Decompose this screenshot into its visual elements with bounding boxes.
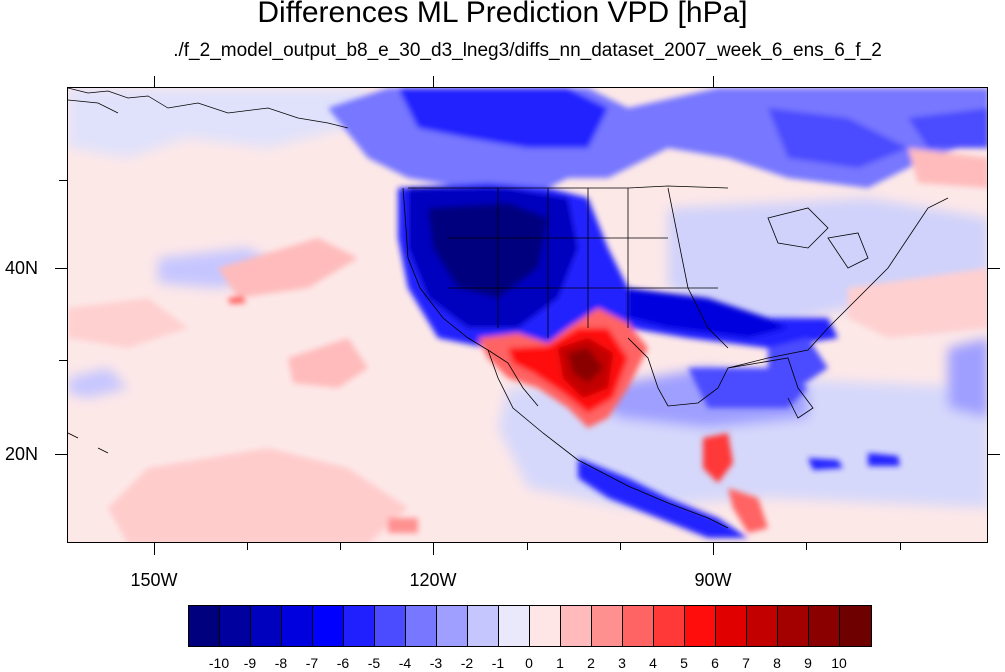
colorbar-swatch <box>344 606 375 646</box>
colorbar-label: -10 <box>208 655 230 671</box>
colorbar-swatch <box>220 606 251 646</box>
lon-label-120w: 120W <box>409 570 457 590</box>
colorbar-label: -8 <box>274 655 288 671</box>
colorbar <box>188 605 872 647</box>
lat-label-40n: 40N <box>4 258 38 278</box>
colorbar-swatch <box>406 606 437 646</box>
tick <box>247 543 248 550</box>
colorbar-label: -9 <box>243 655 257 671</box>
colorbar-label: -1 <box>491 655 505 671</box>
colorbar-swatch <box>592 606 623 646</box>
colorbar-label: 6 <box>711 655 719 671</box>
colorbar-label: 10 <box>831 655 847 671</box>
map-title: Differences ML Prediction VPD [hPa] <box>257 0 748 29</box>
tick <box>55 454 67 455</box>
colorbar-label: 5 <box>680 655 688 671</box>
colorbar-label: -6 <box>336 655 350 671</box>
tick <box>433 76 434 87</box>
tick <box>154 76 155 87</box>
colorbar-label: 0 <box>525 655 533 671</box>
colorbar-swatch <box>189 606 220 646</box>
colorbar-label: -4 <box>398 655 412 671</box>
colorbar-label: 4 <box>649 655 657 671</box>
colorbar-label: 1 <box>556 655 564 671</box>
tick <box>55 268 67 269</box>
colorbar-swatch <box>499 606 530 646</box>
tick <box>988 268 1000 269</box>
map-subtitle: ./f_2_model_output_b8_e_30_d3_lneg3/diff… <box>173 40 882 61</box>
colorbar-swatch <box>313 606 344 646</box>
colorbar-label: -7 <box>305 655 319 671</box>
colorbar-swatch <box>716 606 747 646</box>
colorbar-swatch <box>685 606 716 646</box>
colorbar-label: -2 <box>460 655 474 671</box>
lon-label-90w: 90W <box>694 570 732 590</box>
tick <box>527 543 528 550</box>
colorbar-swatch <box>809 606 840 646</box>
colorbar-label: -5 <box>367 655 381 671</box>
tick <box>620 543 621 550</box>
colorbar-label: -3 <box>429 655 443 671</box>
colorbar-swatch <box>623 606 654 646</box>
colorbar-swatch <box>840 606 871 646</box>
lat-label-20n: 20N <box>4 444 38 464</box>
colorbar-label: 7 <box>742 655 750 671</box>
tick <box>713 543 714 555</box>
colorbar-label: 8 <box>773 655 781 671</box>
colorbar-swatch <box>282 606 313 646</box>
colorbar-swatch <box>251 606 282 646</box>
colorbar-swatch <box>375 606 406 646</box>
tick <box>900 543 901 550</box>
tick <box>59 360 67 361</box>
coastlines <box>68 185 949 529</box>
map-plot-area <box>67 87 988 543</box>
negative-anomaly-areas <box>68 88 987 508</box>
tick <box>154 543 155 555</box>
colorbar-swatch <box>530 606 561 646</box>
colorbar-label: 3 <box>618 655 626 671</box>
colorbar-swatch <box>561 606 592 646</box>
colorbar-swatch <box>437 606 468 646</box>
colorbar-swatch <box>468 606 499 646</box>
tick <box>988 454 1000 455</box>
vpd-difference-field <box>68 88 987 542</box>
colorbar-swatch <box>747 606 778 646</box>
lon-label-150w: 150W <box>130 570 178 590</box>
tick <box>59 180 67 181</box>
tick <box>340 543 341 550</box>
colorbar-label: 2 <box>587 655 595 671</box>
colorbar-swatch <box>778 606 809 646</box>
colorbar-swatch <box>654 606 685 646</box>
tick <box>433 543 434 555</box>
tick <box>806 543 807 550</box>
tick <box>713 76 714 87</box>
colorbar-label: 9 <box>804 655 812 671</box>
